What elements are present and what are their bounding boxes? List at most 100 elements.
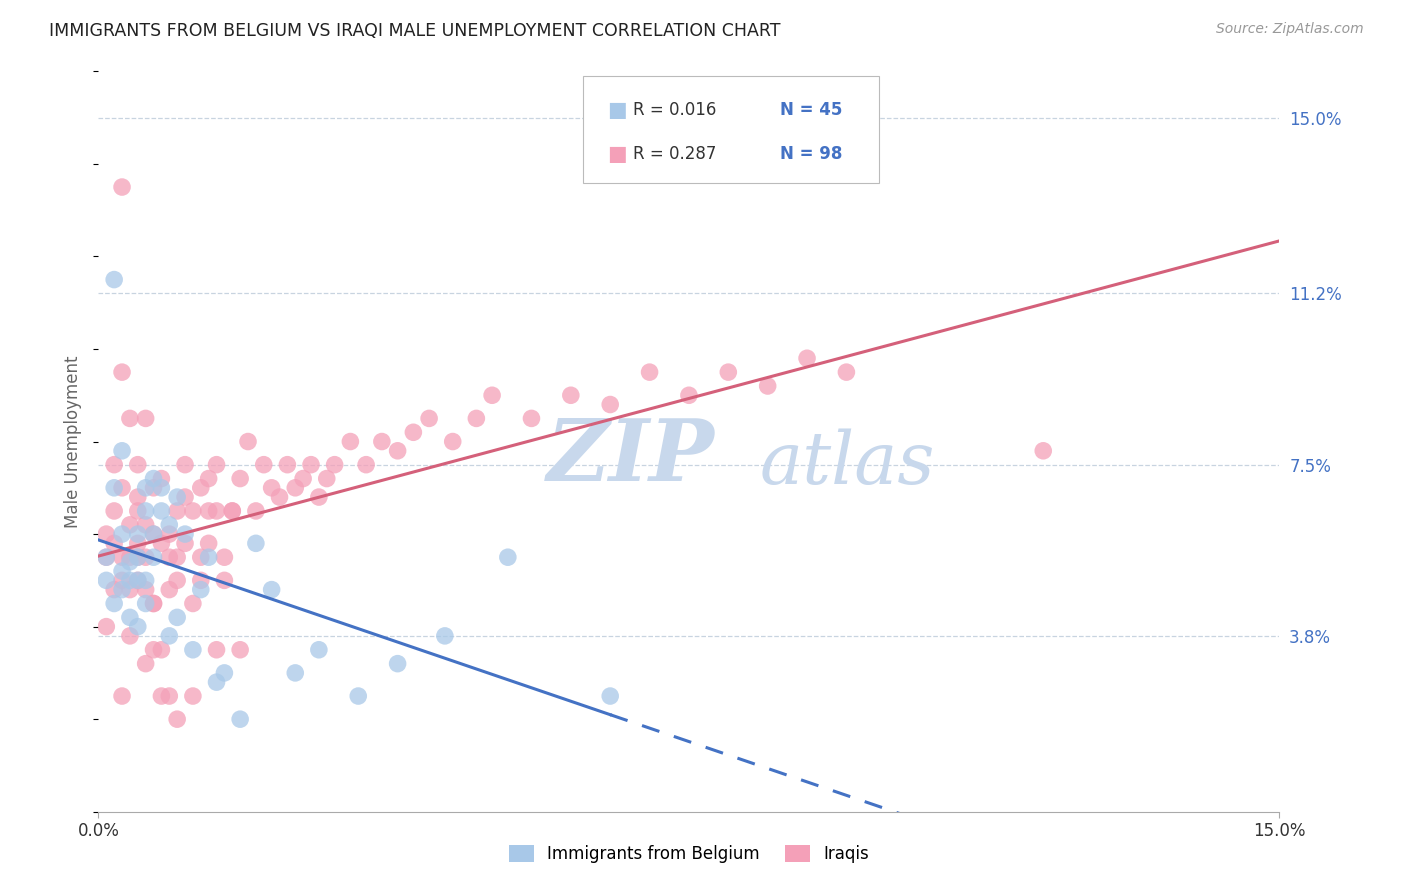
Point bbox=[269, 490, 291, 504]
Point bbox=[111, 689, 134, 703]
Point bbox=[118, 610, 141, 624]
Point bbox=[299, 458, 322, 472]
Point bbox=[221, 504, 243, 518]
Point bbox=[560, 388, 582, 402]
Point bbox=[111, 527, 134, 541]
Point bbox=[308, 642, 330, 657]
Point bbox=[111, 582, 134, 597]
Point bbox=[292, 472, 315, 486]
Point bbox=[796, 351, 818, 366]
Point bbox=[174, 536, 197, 550]
Point bbox=[135, 657, 157, 671]
Point bbox=[181, 504, 204, 518]
Point bbox=[253, 458, 276, 472]
Point bbox=[441, 434, 464, 449]
Point bbox=[111, 365, 134, 379]
Point bbox=[260, 481, 283, 495]
Point bbox=[118, 574, 141, 588]
Point bbox=[197, 472, 219, 486]
Point bbox=[142, 597, 165, 611]
Point bbox=[166, 574, 188, 588]
Point bbox=[245, 504, 267, 518]
Point bbox=[221, 504, 243, 518]
Point bbox=[308, 490, 330, 504]
Point bbox=[371, 434, 394, 449]
Point bbox=[205, 504, 228, 518]
Point bbox=[214, 550, 236, 565]
Point bbox=[284, 665, 307, 680]
Point bbox=[465, 411, 488, 425]
Text: N = 98: N = 98 bbox=[780, 145, 842, 163]
Point bbox=[284, 481, 307, 495]
Point bbox=[135, 597, 157, 611]
Point bbox=[135, 481, 157, 495]
Point bbox=[174, 527, 197, 541]
Point bbox=[276, 458, 298, 472]
Point bbox=[214, 665, 236, 680]
Point bbox=[96, 550, 118, 565]
Point bbox=[214, 574, 236, 588]
Point bbox=[387, 443, 409, 458]
Point bbox=[339, 434, 361, 449]
Point bbox=[347, 689, 370, 703]
Point bbox=[157, 689, 180, 703]
Point bbox=[127, 504, 149, 518]
Point bbox=[835, 365, 858, 379]
Point bbox=[118, 411, 141, 425]
Point bbox=[315, 472, 337, 486]
Point bbox=[181, 689, 204, 703]
Point bbox=[142, 527, 165, 541]
Point bbox=[166, 712, 188, 726]
Point bbox=[166, 504, 188, 518]
Point bbox=[205, 458, 228, 472]
Point bbox=[96, 619, 118, 633]
Text: ■: ■ bbox=[607, 100, 627, 120]
Point bbox=[135, 517, 157, 532]
Point bbox=[150, 481, 173, 495]
Text: R = 0.287: R = 0.287 bbox=[633, 145, 716, 163]
Point bbox=[103, 458, 125, 472]
Point bbox=[190, 574, 212, 588]
Point bbox=[127, 458, 149, 472]
Point bbox=[190, 582, 212, 597]
Point bbox=[418, 411, 440, 425]
Point bbox=[127, 619, 149, 633]
Point bbox=[197, 504, 219, 518]
Point bbox=[157, 517, 180, 532]
Point bbox=[1032, 443, 1054, 458]
Point bbox=[118, 550, 141, 565]
Point bbox=[197, 550, 219, 565]
Text: Source: ZipAtlas.com: Source: ZipAtlas.com bbox=[1216, 22, 1364, 37]
Point bbox=[260, 582, 283, 597]
Point bbox=[103, 504, 125, 518]
Point bbox=[135, 411, 157, 425]
Point bbox=[190, 481, 212, 495]
Point bbox=[135, 550, 157, 565]
Point bbox=[205, 675, 228, 690]
Point bbox=[150, 689, 173, 703]
Point bbox=[127, 574, 149, 588]
Point bbox=[520, 411, 543, 425]
Point bbox=[205, 642, 228, 657]
Point bbox=[111, 550, 134, 565]
Point bbox=[166, 610, 188, 624]
Point bbox=[96, 574, 118, 588]
Point bbox=[245, 536, 267, 550]
Point bbox=[236, 434, 259, 449]
Point bbox=[496, 550, 519, 565]
Point bbox=[127, 490, 149, 504]
Point bbox=[157, 629, 180, 643]
Point bbox=[135, 582, 157, 597]
Point bbox=[118, 555, 141, 569]
Point bbox=[111, 574, 134, 588]
Point bbox=[197, 536, 219, 550]
Point bbox=[103, 272, 125, 286]
Point bbox=[96, 550, 118, 565]
Point bbox=[96, 527, 118, 541]
Point bbox=[135, 574, 157, 588]
Point bbox=[229, 712, 252, 726]
Point bbox=[103, 582, 125, 597]
Point bbox=[150, 536, 173, 550]
Point bbox=[166, 550, 188, 565]
Text: ■: ■ bbox=[607, 144, 627, 164]
